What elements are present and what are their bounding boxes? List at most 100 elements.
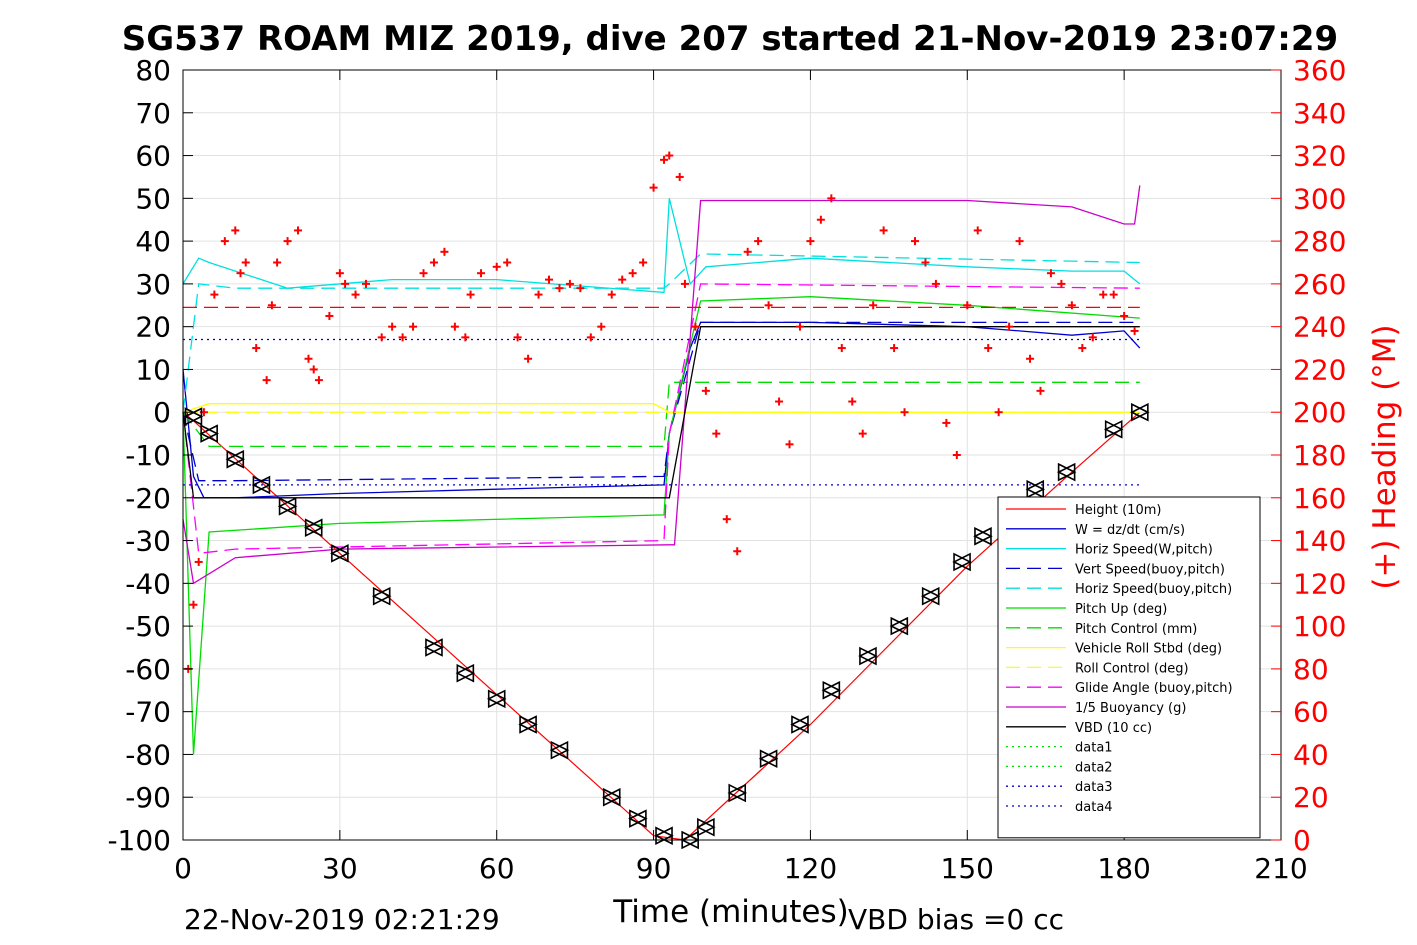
y-tick-label: 70 xyxy=(135,97,171,130)
heading-point xyxy=(273,258,282,267)
heading-point xyxy=(294,226,303,235)
heading-point xyxy=(314,376,323,385)
y2-tick-label: 340 xyxy=(1293,97,1346,130)
x-tick-label: 0 xyxy=(174,852,192,885)
heading-point xyxy=(565,279,574,288)
heading-point xyxy=(1005,322,1014,331)
dive-marker xyxy=(920,586,941,606)
dive-marker xyxy=(277,497,298,516)
x-tick-label: 180 xyxy=(1097,852,1150,885)
dive-marker xyxy=(628,809,648,828)
series-line-10 xyxy=(182,185,1141,585)
heading-point xyxy=(398,333,407,342)
y2-tick-label: 320 xyxy=(1293,140,1346,173)
heading-point xyxy=(618,275,627,284)
y-tick-label: -80 xyxy=(125,738,171,771)
x-tick-label: 120 xyxy=(784,852,837,885)
heading-point xyxy=(545,275,553,284)
heading-point xyxy=(220,237,229,246)
heading-point xyxy=(984,344,993,353)
y-tick-label: -20 xyxy=(125,482,171,515)
heading-point xyxy=(743,247,752,256)
heading-point xyxy=(1067,301,1076,310)
heading-point xyxy=(680,279,689,288)
legend-label: 1/5 Buoyancy (g) xyxy=(1075,701,1186,716)
heading-point xyxy=(649,183,658,192)
heading-point xyxy=(351,290,360,299)
dive-marker xyxy=(601,787,622,807)
y2-tick-label: 180 xyxy=(1293,439,1346,472)
dive-marker xyxy=(455,663,476,683)
dive-marker xyxy=(858,646,878,666)
heading-point xyxy=(1078,344,1087,353)
heading-point xyxy=(461,333,470,342)
legend-label: Glide Angle (buoy,pitch) xyxy=(1075,681,1233,696)
y-tick-label: -70 xyxy=(125,696,171,729)
y-tick-label: -100 xyxy=(107,824,171,857)
heading-point xyxy=(952,451,961,459)
heading-point xyxy=(477,269,486,278)
series-line-4 xyxy=(182,253,1140,413)
y2-tick-label: 240 xyxy=(1293,311,1346,344)
y2-tick-label: 360 xyxy=(1293,54,1346,87)
dive-marker xyxy=(1103,420,1124,439)
heading-point xyxy=(1046,269,1055,278)
dive-marker xyxy=(758,749,779,769)
dive-marker xyxy=(518,715,538,734)
footer-timestamp: 22-Nov-2019 02:21:29 xyxy=(184,903,500,936)
y-tick-label: -30 xyxy=(125,525,171,558)
legend-label: Pitch Control (mm) xyxy=(1075,622,1197,637)
x-tick-label: 30 xyxy=(322,852,358,885)
heading-point xyxy=(231,226,240,235)
heading-point xyxy=(1036,386,1045,395)
heading-point xyxy=(189,600,198,609)
axis-ticks: 0 30 60 90 120 150 180 210-100-90-80-70-60-50-4… xyxy=(107,54,1346,885)
dive-marker xyxy=(790,715,810,734)
y-tick-label: 60 xyxy=(135,140,171,173)
heading-point xyxy=(440,247,449,256)
heading-point xyxy=(931,279,940,288)
legend-label: W = dz/dt (cm/s) xyxy=(1075,523,1185,538)
x-tick-label: 90 xyxy=(636,852,672,885)
y-tick-label: -90 xyxy=(125,781,171,814)
heading-point xyxy=(262,376,271,385)
heading-point xyxy=(1088,333,1097,342)
heading-point xyxy=(524,354,533,363)
heading-point xyxy=(942,418,951,427)
y-tick-label: -40 xyxy=(125,567,171,600)
legend-label: Horiz Speed(W,pitch) xyxy=(1075,543,1213,558)
heading-point xyxy=(869,301,878,310)
y-tick-label: 80 xyxy=(135,54,171,87)
y-tick-label: -60 xyxy=(125,653,171,686)
y2-tick-label: 20 xyxy=(1293,781,1329,814)
heading-point xyxy=(429,258,438,267)
series-layer xyxy=(182,185,1141,841)
y2-tick-label: 220 xyxy=(1293,353,1346,386)
dive-marker xyxy=(696,817,716,837)
legend-label: Height (10m) xyxy=(1075,503,1161,518)
legend-label: data3 xyxy=(1075,780,1113,795)
y2-tick-label: 200 xyxy=(1293,396,1346,429)
y2-tick-label: 300 xyxy=(1293,182,1346,215)
y-tick-label: 30 xyxy=(135,268,171,301)
heading-point xyxy=(665,151,674,160)
heading-point xyxy=(795,322,804,331)
y2-tick-label: 140 xyxy=(1293,525,1346,558)
heading-point xyxy=(722,515,731,524)
dive-marker xyxy=(199,424,219,443)
heading-point xyxy=(1015,237,1024,246)
heading-point xyxy=(973,226,982,235)
heading-point xyxy=(503,258,512,267)
heading-point xyxy=(858,429,867,438)
heading-point xyxy=(733,547,742,556)
legend-label: Roll Control (deg) xyxy=(1075,661,1189,676)
y-tick-label: 50 xyxy=(135,182,171,215)
heading-point xyxy=(194,557,203,566)
heading-point xyxy=(304,354,313,363)
heading-point xyxy=(309,365,318,374)
dive-marker xyxy=(1025,479,1046,499)
heading-point xyxy=(712,429,721,438)
y-tick-label: -10 xyxy=(125,439,171,472)
x-axis-label: Time (minutes) xyxy=(612,894,848,930)
legend-label: Pitch Up (deg) xyxy=(1075,602,1167,617)
